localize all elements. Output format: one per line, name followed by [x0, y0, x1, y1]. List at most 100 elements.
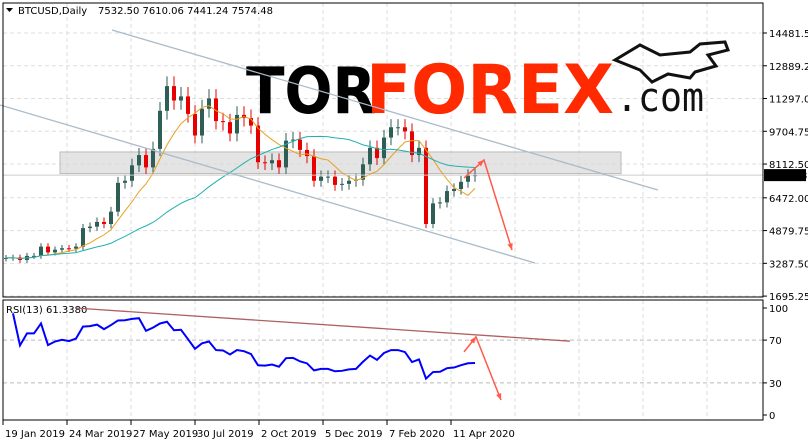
symbol-label: BTCUSD,Daily: [18, 6, 87, 17]
candle-body: [158, 110, 162, 149]
candle-body: [333, 176, 337, 185]
rsi-line: [12, 313, 476, 381]
candle-body: [165, 86, 169, 111]
candle-body: [459, 181, 463, 189]
x-tick-label: 30 Jul 2019: [197, 429, 254, 440]
x-tick-label: 11 Apr 2020: [453, 429, 515, 440]
ohlc-label: 7532.50 7610.06 7441.24 7574.48: [98, 6, 273, 17]
y-tick-label: 11297.00: [769, 95, 808, 106]
candle-body: [298, 139, 302, 150]
rsi-forecast-arrow: [463, 335, 502, 401]
candle-body: [291, 139, 295, 141]
candle-body: [466, 175, 470, 182]
candle-body: [410, 131, 414, 156]
candle-body: [207, 98, 211, 109]
candle-body: [403, 127, 407, 132]
candle-body: [424, 147, 428, 224]
candle-body: [270, 160, 274, 164]
candle-body: [277, 160, 281, 168]
candle-body: [375, 147, 379, 159]
last-price-tag: [764, 169, 806, 182]
candle-body: [214, 98, 218, 122]
arrow-head-icon: [507, 243, 513, 251]
x-tick-label: 19 Jan 2019: [5, 429, 65, 440]
candle-body: [88, 226, 92, 229]
candle-body: [340, 183, 344, 185]
x-tick-label: 5 Dec 2019: [325, 429, 383, 440]
candle-body: [312, 156, 316, 181]
candle-body: [263, 162, 267, 164]
rsi-y-tick-label: 100: [769, 304, 788, 315]
candle-body: [249, 118, 253, 126]
channel-upper-line: [111, 29, 659, 191]
candle-body: [438, 202, 442, 204]
candle-body: [172, 86, 176, 101]
y-tick-label: 4879.75: [769, 227, 808, 238]
y-tick-label: 1695.25: [769, 292, 808, 303]
candle-body: [284, 140, 288, 168]
candle-body: [431, 203, 435, 224]
candle-body: [382, 137, 386, 159]
arrow-head-icon: [477, 160, 484, 167]
candle-body: [200, 108, 204, 136]
x-tick-label: 27 May 2019: [133, 429, 198, 440]
y-tick-label: 6472.00: [769, 194, 808, 205]
y-tick-label: 9704.75: [769, 127, 808, 138]
candle-body: [130, 165, 134, 181]
candle-body: [193, 113, 197, 136]
candle-body: [396, 127, 400, 129]
rsi-y-tick-label: 70: [769, 336, 782, 347]
logo-text-dark: TOR: [246, 55, 376, 129]
y-tick-label: 3287.50: [769, 259, 808, 270]
candle-body: [116, 182, 120, 212]
candle-body: [228, 122, 232, 134]
candle-body: [39, 246, 43, 256]
x-tick-label: 2 Oct 2019: [261, 429, 316, 440]
torforex-logo: TOR FOREX .com: [246, 40, 730, 130]
candle-body: [53, 249, 57, 253]
x-tick-label: 7 Feb 2020: [389, 429, 445, 440]
resistance-zone: [59, 151, 622, 175]
candle-body: [123, 180, 127, 183]
candle-body: [151, 148, 155, 168]
rsi-y-tick-label: 30: [769, 379, 782, 390]
candle-body: [256, 125, 260, 163]
candle-body: [445, 191, 449, 203]
candle-body: [186, 96, 190, 114]
main-panel-border: [2, 2, 764, 298]
candle-body: [81, 228, 85, 247]
candle-body: [179, 96, 183, 101]
rsi-y-tick-label: 0: [769, 411, 775, 422]
candle-body: [102, 221, 106, 224]
candle-body: [389, 127, 393, 138]
logo-text-suffix: .com: [616, 75, 704, 121]
bull-icon: [611, 40, 730, 84]
candle-body: [74, 246, 78, 249]
rsi-panel-border: [2, 299, 764, 421]
rsi-label: RSI(13) 61.3380: [6, 305, 87, 316]
candle-body: [417, 147, 421, 156]
candle-body: [32, 255, 36, 257]
candle-body: [221, 121, 225, 123]
candle-body: [235, 114, 239, 134]
candle-body: [361, 164, 365, 180]
candle-body: [67, 248, 71, 250]
candle-body: [326, 176, 330, 178]
candle-body: [46, 246, 50, 253]
y-tick-label: 14481.50: [769, 29, 808, 40]
arrow-head-icon: [469, 336, 476, 344]
candle-body: [4, 257, 8, 259]
candle-body: [60, 248, 64, 250]
candle-body: [305, 149, 309, 157]
candle-body: [319, 176, 323, 181]
y-tick-label: 12889.25: [769, 62, 808, 73]
candle-body: [109, 211, 113, 224]
candle-body: [368, 147, 372, 165]
x-tick-label: 24 Mar 2019: [69, 429, 132, 440]
candle-body: [452, 188, 456, 192]
last-price-label: 7574.48: [766, 171, 807, 182]
rsi-trendline: [74, 307, 571, 342]
arrow-head-icon: [496, 393, 502, 401]
dropdown-triangle-icon[interactable]: [6, 8, 13, 12]
